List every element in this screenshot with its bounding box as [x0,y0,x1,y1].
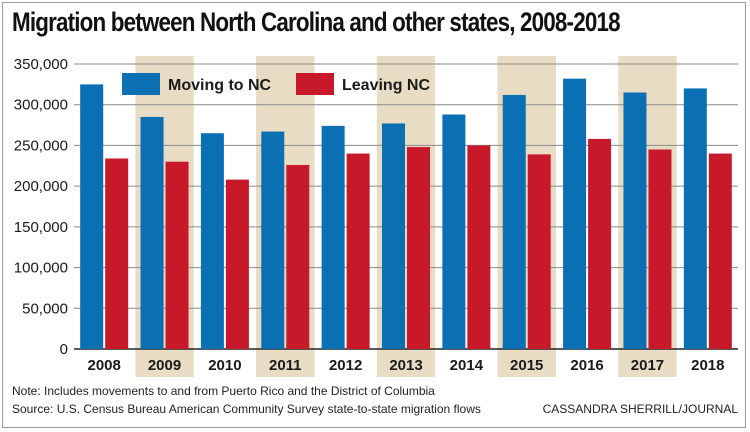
moving-bar-2009 [140,116,164,349]
chart-credit: CASSANDRA SHERRILL/JOURNAL [542,402,738,416]
chart-source: Source: U.S. Census Bureau American Comm… [12,402,481,416]
leaving-bar-2008 [105,158,129,349]
leaving-bar-2017 [648,149,672,349]
x-tick-label: 2008 [87,357,120,374]
leaving-bar-2015 [527,154,551,349]
x-tick-label: 2012 [329,357,362,374]
moving-bar-2010 [200,133,224,349]
x-tick-label: 2010 [208,357,241,374]
moving-bar-2008 [80,84,104,349]
y-tick-label: 300,000 [14,97,68,114]
y-axis-ticks: 0 50,000 100,000 150,000 200,000 250,000 300,0… [14,56,68,358]
x-axis-ticks: 2008 2009 2010 2011 2012 2013 2014 2015 2016 2017… [87,357,724,374]
y-tick-label: 0 [60,341,68,358]
y-tick-label: 250,000 [14,137,68,154]
moving-bar-2017 [623,92,647,349]
chart-frame [2,2,746,428]
x-tick-label: 2011 [269,357,302,374]
x-tick-label: 2018 [691,357,724,374]
x-tick-label: 2013 [389,357,422,374]
moving-bar-2015 [502,94,526,349]
y-tick-label: 150,000 [14,219,68,236]
x-tick-label: 2014 [450,357,484,374]
y-tick-label: 100,000 [14,260,68,277]
moving-bar-2016 [563,78,587,350]
legend-label-leaving: Leaving NC [342,77,430,94]
leaving-bar-2011 [286,164,310,349]
leaving-bar-2010 [225,179,249,349]
y-tick-label: 50,000 [22,300,68,317]
chart-title: Migration between North Carolina and oth… [12,7,621,37]
legend-label-moving: Moving to NC [168,77,272,94]
leaving-bar-2013 [407,147,430,349]
x-tick-label: 2009 [148,357,181,374]
moving-bar-2013 [382,123,405,349]
legend-swatch-moving [122,73,160,95]
leaving-bar-2009 [165,161,189,349]
legend-swatch-leaving [296,73,334,95]
leaving-bar-2018 [708,153,732,349]
legend: Moving to NC Leaving NC [122,73,430,95]
moving-bar-2012 [321,125,345,349]
leaving-bar-2016 [588,138,612,349]
chart-note: Note: Includes movements to and from Pue… [12,384,435,398]
moving-bar-2014 [442,114,466,349]
moving-bar-2011 [261,131,285,349]
y-tick-label: 350,000 [14,56,68,73]
leaving-bar-2012 [346,153,370,349]
x-tick-label: 2015 [510,357,543,374]
y-tick-label: 200,000 [14,178,68,195]
moving-bar-2018 [683,88,707,349]
leaving-bar-2014 [467,145,491,349]
bars [80,78,732,350]
x-tick-label: 2016 [570,357,603,374]
x-tick-label: 2017 [631,357,664,374]
